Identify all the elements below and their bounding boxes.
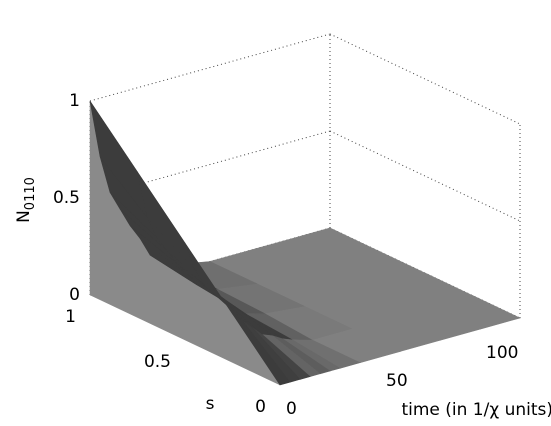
y-tick-label: 0.5 <box>144 352 171 372</box>
x-tick-label: 0 <box>286 399 297 419</box>
surface-patch <box>232 313 291 386</box>
x-tick-label: 100 <box>486 343 518 363</box>
grid-line <box>329 130 521 222</box>
z-tick-label: 0.5 <box>53 188 80 208</box>
y-tick-label: 0 <box>255 397 266 417</box>
grid-line <box>89 33 331 102</box>
y-tick-label: 1 <box>65 307 76 327</box>
z-tick-label: 1 <box>69 91 80 111</box>
x-axis-label: time (in 1/χ units) <box>401 400 551 420</box>
z-axis-label-main: N <box>14 210 34 223</box>
z-axis-label-subscript: 0110 <box>23 177 38 210</box>
grid-line <box>89 130 331 199</box>
grid-line <box>329 33 521 125</box>
z-tick-label: 0 <box>69 285 80 305</box>
z-axis-label: N0110 <box>14 177 38 223</box>
surface <box>89 100 521 386</box>
y-axis-label: s <box>206 394 215 414</box>
x-tick-label: 50 <box>386 371 408 391</box>
